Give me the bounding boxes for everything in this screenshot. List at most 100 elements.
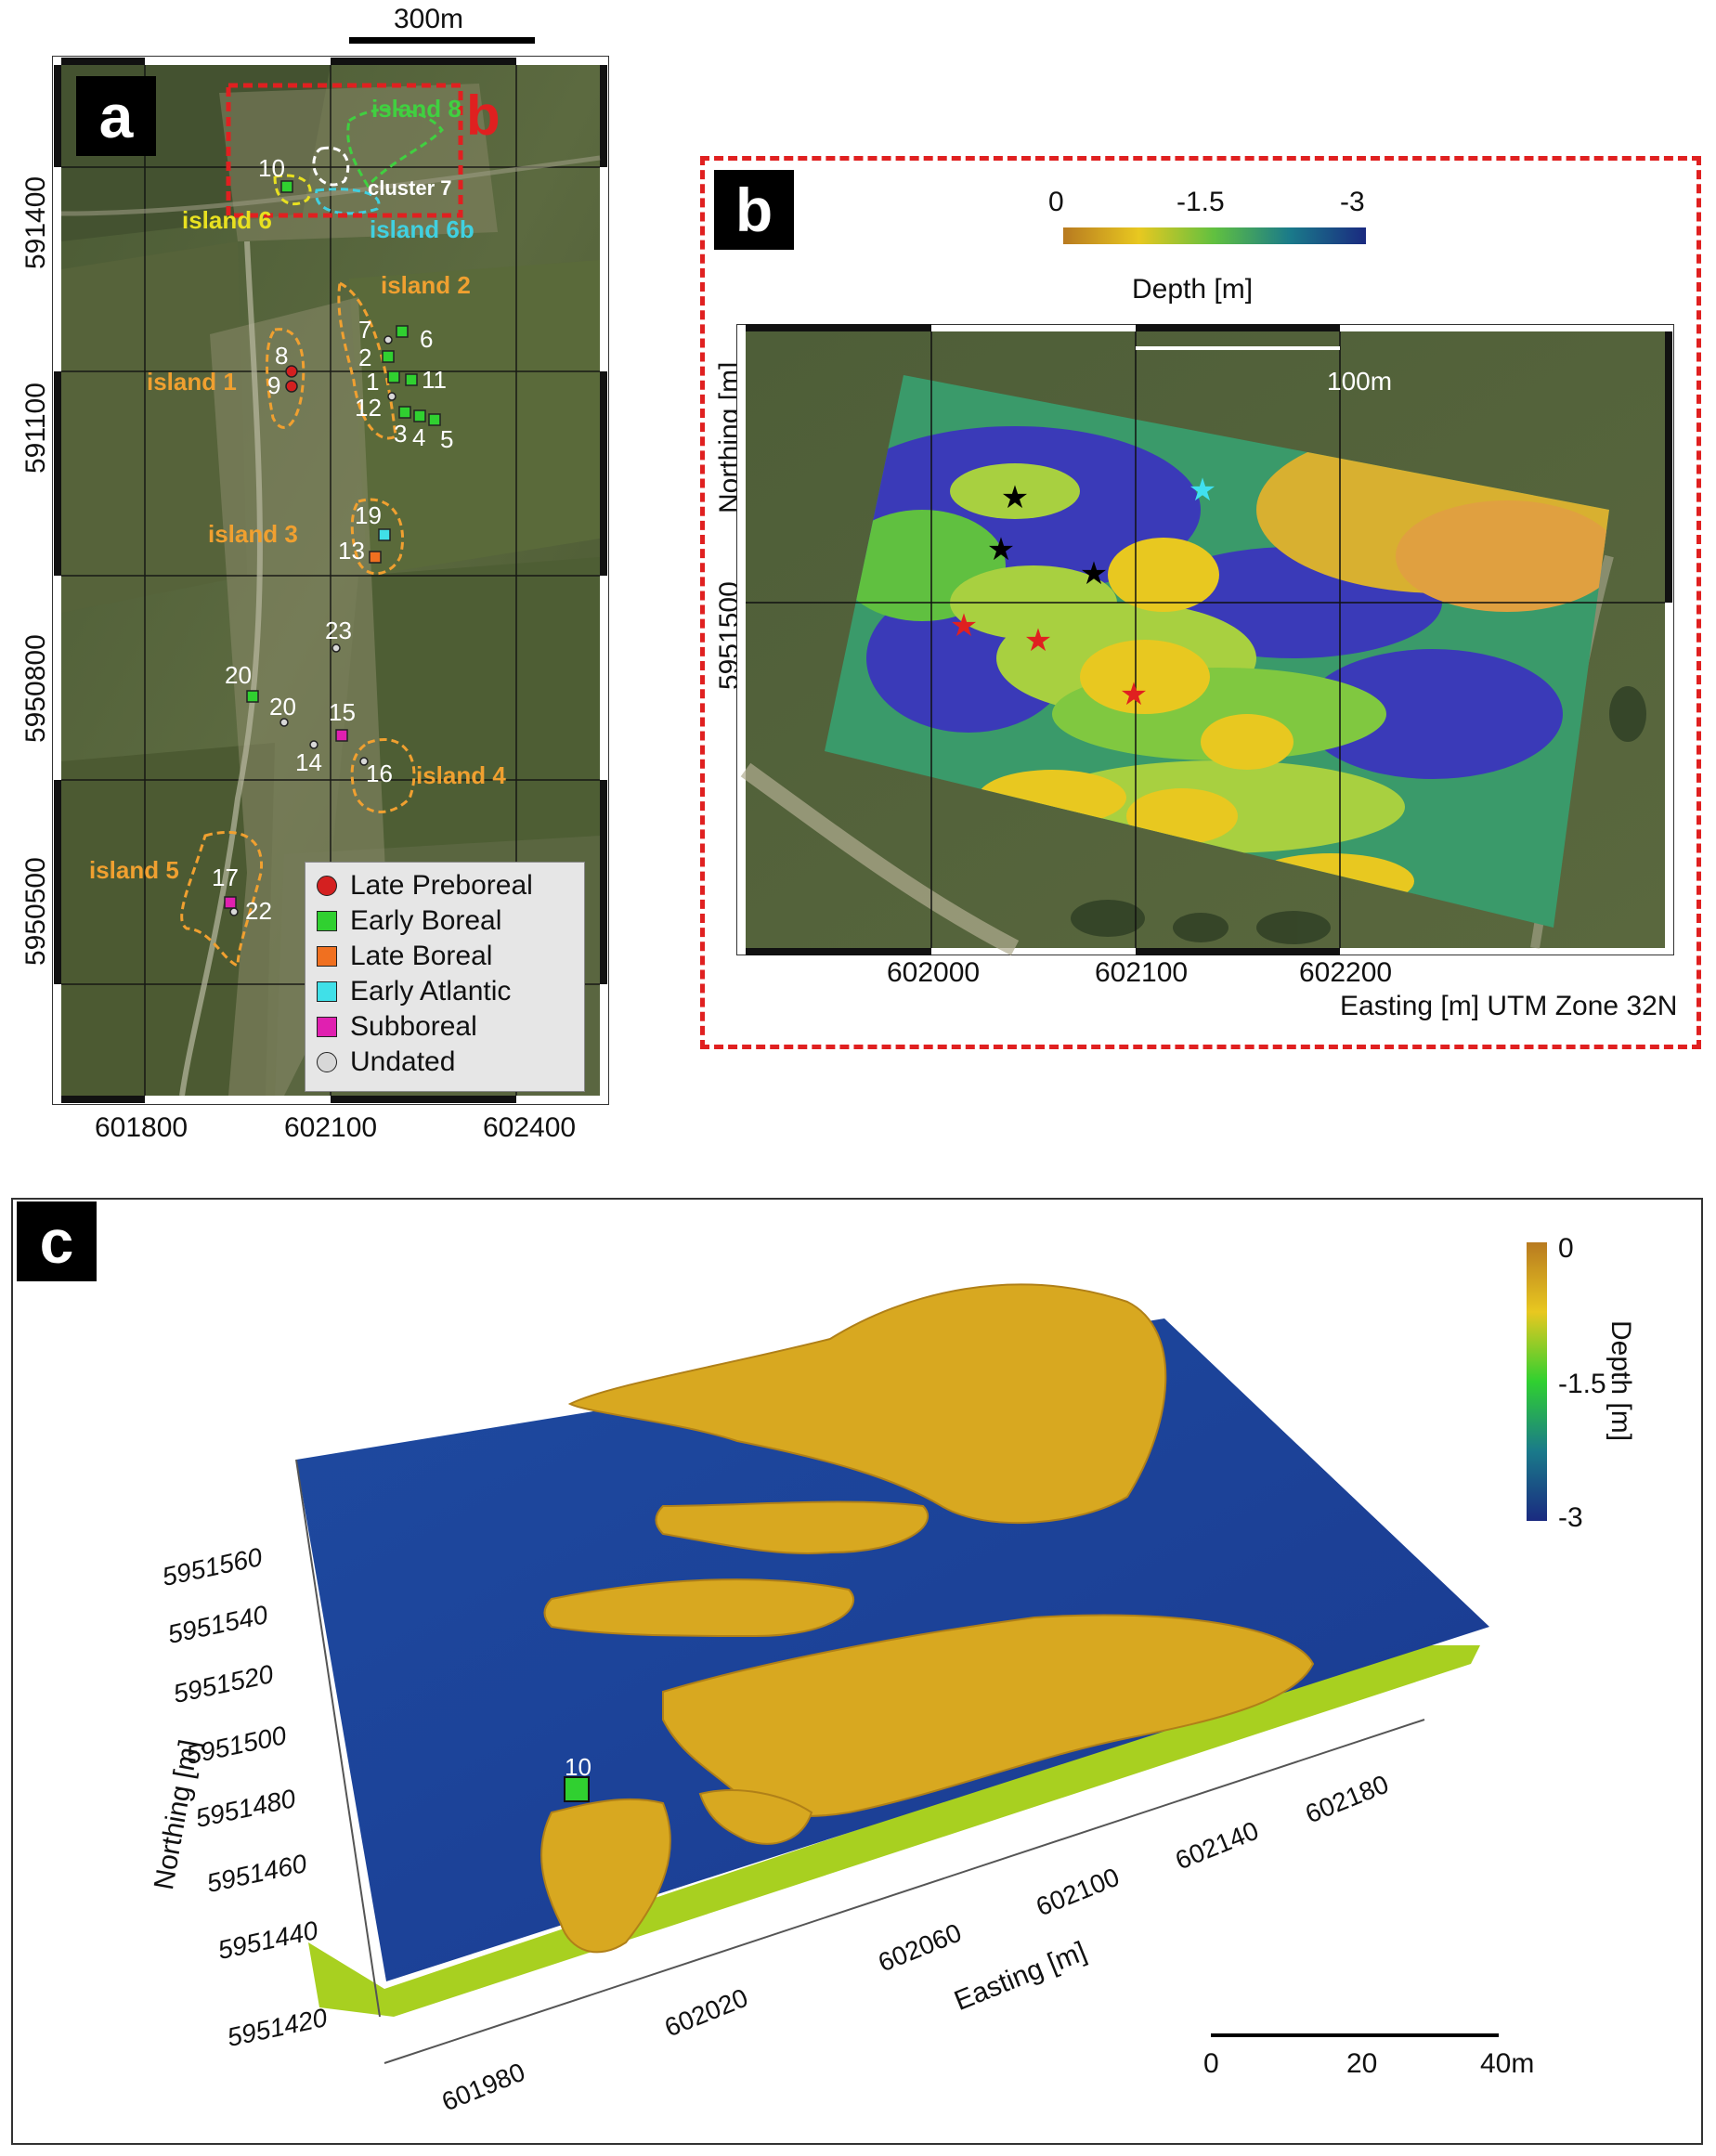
site-5-label: 5 — [440, 425, 454, 453]
island-1-label: island 1 — [147, 368, 237, 396]
island-3-outline — [350, 498, 405, 576]
panel-b-colorbar — [1063, 227, 1366, 244]
island-5-label: island 5 — [89, 856, 179, 884]
panel-b-map: ★ ★ ★ ★ ★ ★ ★ — [736, 324, 1674, 955]
panel-a-y-tick: 5950500 — [20, 857, 51, 966]
site-11-marker — [405, 373, 418, 386]
island-5-outline — [180, 830, 264, 968]
site-1-label: 1 — [366, 368, 380, 396]
island-3-label: island 3 — [208, 520, 298, 548]
legend-late-preboreal: Late Preboreal — [306, 868, 584, 903]
site-14-label: 14 — [295, 748, 322, 776]
island-6-label: island 6 — [182, 206, 272, 234]
red-star-icon: ★ — [1120, 676, 1148, 713]
legend-label: Undated — [350, 1046, 456, 1077]
cluster-7-outline — [312, 146, 350, 187]
island-6-outline — [273, 174, 312, 206]
scale-tick: 0 — [1203, 2048, 1219, 2079]
panel-a-letter: a — [76, 76, 156, 156]
site-4-marker — [413, 409, 426, 422]
island-2-label: island 2 — [381, 271, 471, 299]
panel-a: a b island 8 cluster 7 island 6 island 6… — [52, 56, 609, 1105]
panel-b-stars: ★ ★ ★ ★ ★ ★ ★ — [950, 472, 1216, 713]
site-19-marker — [378, 528, 391, 541]
island-4-label: island 4 — [416, 761, 506, 789]
site-8-label: 8 — [275, 342, 289, 370]
panel-c-colorbar-tick: -1.5 — [1558, 1369, 1606, 1399]
legend: Late Preboreal Early Boreal Late Boreal … — [305, 862, 585, 1092]
panel-b-x-label: Easting [m] UTM Zone 32N — [1340, 991, 1678, 1021]
site-9-label: 9 — [267, 371, 281, 399]
site-21-marker — [246, 690, 259, 703]
panel-c-colorbar-tick: -3 — [1558, 1502, 1583, 1533]
site-2-label: 2 — [358, 344, 372, 371]
site-12-label: 12 — [355, 394, 382, 422]
panel-c-colorbar-tick: 0 — [1558, 1233, 1574, 1264]
legend-square-icon — [317, 1017, 337, 1037]
legend-early-atlantic: Early Atlantic — [306, 974, 584, 1009]
panel-b-x-tick: 602100 — [1095, 957, 1189, 988]
panel-a-x-tick: 602100 — [284, 1112, 378, 1143]
site-3-marker — [398, 406, 411, 419]
panel-a-x-tick: 602400 — [483, 1112, 577, 1143]
black-star-icon: ★ — [1080, 555, 1108, 592]
black-star-icon: ★ — [1001, 479, 1029, 516]
panel-b-colorbar-tick: 0 — [1048, 187, 1064, 217]
site-1-marker — [387, 370, 400, 383]
site-16-marker — [359, 757, 369, 766]
site-10-marker-3d — [564, 1776, 590, 1802]
site-7-marker — [384, 335, 393, 344]
scale-tick: 20 — [1346, 2048, 1378, 2079]
cyan-star-icon: ★ — [1189, 472, 1216, 509]
legend-square-icon — [317, 911, 337, 931]
site-17-marker — [224, 896, 237, 909]
panel-b-scale-label: 100m — [1327, 367, 1393, 396]
panel-b: b 0 -1.5 -3 Depth [m] Northing [m] 59515… — [700, 156, 1701, 1049]
site-5-marker — [428, 413, 441, 426]
panel-a-scale-label: 300m — [394, 4, 464, 34]
cluster-7-label: cluster 7 — [368, 176, 452, 200]
island-6b-label: island 6b — [370, 215, 474, 243]
legend-label: Early Boreal — [350, 905, 502, 936]
island-8-outline — [346, 108, 445, 188]
panel-b-x-tick: 602000 — [887, 957, 981, 988]
inset-b-letter: b — [466, 84, 500, 147]
site-9-marker — [285, 380, 298, 393]
panel-b-colorbar-tick: -1.5 — [1176, 187, 1225, 217]
panel-c-letter: c — [17, 1201, 97, 1281]
site-20-marker — [280, 718, 289, 727]
site-12-marker — [387, 392, 396, 401]
red-star-icon: ★ — [1024, 622, 1052, 659]
island-8-label: island 8 — [371, 95, 462, 123]
panel-c-colorbar — [1527, 1242, 1547, 1521]
site-6-label: 6 — [420, 325, 434, 353]
site-16-label: 16 — [366, 760, 393, 787]
island-2-outline — [337, 280, 397, 440]
panel-c-site-label: 10 — [565, 1753, 592, 1781]
panel-a-y-tick: 591100 — [20, 383, 51, 474]
legend-circle-icon — [317, 1052, 337, 1072]
scale-tick: 40m — [1480, 2048, 1535, 2079]
site-2-marker — [382, 350, 395, 363]
legend-label: Late Preboreal — [350, 870, 533, 901]
site-markers — [224, 180, 441, 916]
site-11-label: 11 — [422, 366, 447, 394]
panel-c-colorbar-title: Depth [m] — [1606, 1320, 1636, 1442]
site-17-label: 17 — [212, 864, 239, 891]
legend-circle-icon — [317, 876, 337, 896]
legend-undated: Undated — [306, 1045, 584, 1080]
panel-b-letter: b — [714, 170, 794, 250]
legend-square-icon — [317, 981, 337, 1002]
panel-a-scale-bar — [349, 37, 535, 44]
legend-late-boreal: Late Boreal — [306, 939, 584, 974]
site-10-marker — [280, 180, 293, 193]
site-23-marker — [332, 643, 341, 653]
legend-label: Early Atlantic — [350, 976, 512, 1007]
site-13-marker — [369, 551, 382, 564]
site-21-label: 20 — [225, 661, 252, 689]
site-4-label: 4 — [412, 423, 426, 451]
site-22-marker — [229, 907, 239, 916]
panel-b-colorbar-tick: -3 — [1340, 187, 1365, 217]
panel-c: c 0 -1.5 -3 Depth [m] — [11, 1198, 1703, 2145]
site-3-label: 3 — [394, 420, 408, 448]
